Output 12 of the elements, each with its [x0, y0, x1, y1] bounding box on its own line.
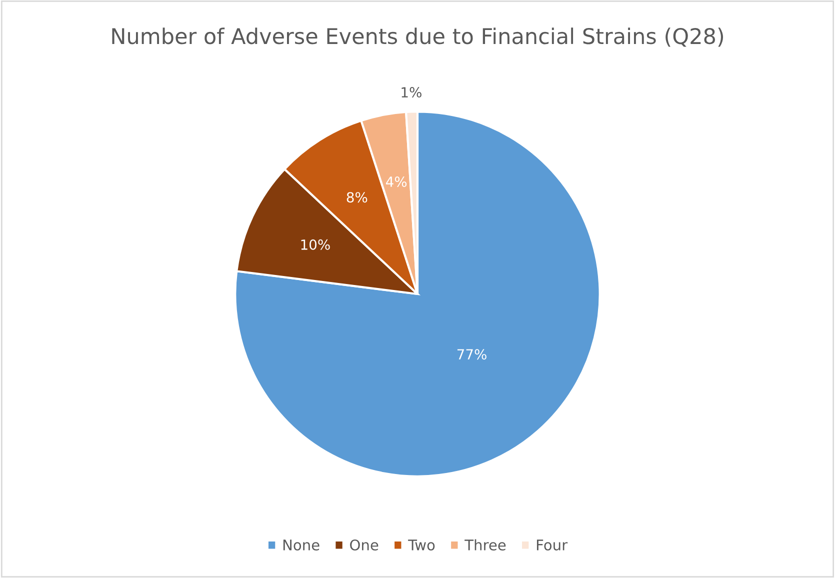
legend-label: None: [283, 540, 320, 550]
legend-label: Three: [464, 539, 506, 550]
legend-label: One: [350, 539, 378, 550]
chart-title: Number of Adverse Events due to Financial Strains (Q28): [112, 28, 724, 47]
data-label: 4%: [386, 176, 407, 187]
legend-label: Two: [408, 540, 435, 550]
data-label: 1%: [402, 87, 422, 98]
legend-label: Four: [536, 540, 568, 550]
pie-slice: [234, 110, 601, 478]
data-label: 77%: [457, 349, 486, 360]
data-label: 8%: [346, 192, 368, 203]
data-label: 10%: [301, 239, 330, 250]
